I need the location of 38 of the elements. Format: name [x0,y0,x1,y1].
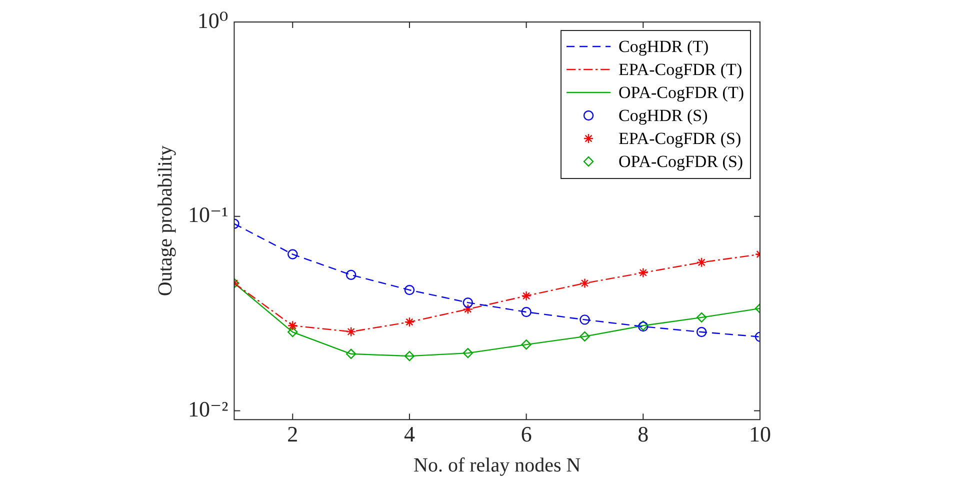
point [404,350,415,362]
y-tick-label: 10⁻² [188,396,229,422]
point [346,326,356,337]
point [404,316,415,328]
point [462,304,473,314]
point [462,297,473,308]
legend-label: OPA-CogFDR (S) [618,152,744,171]
point [404,284,415,296]
x-tick-label: 4 [404,422,415,447]
point [696,312,707,323]
legend-label: CogHDR (T) [618,36,709,56]
legend-label: CogHDR (S) [618,106,708,125]
point [288,320,298,331]
point [521,339,532,350]
legend-label: EPA-CogFDR (S) [618,128,742,148]
point [638,268,648,278]
x-tick-label: 10 [749,422,771,447]
y-tick-label: 10⁻¹ [188,202,228,228]
y-axis-title: Outage probability [154,146,176,296]
point [346,348,356,360]
point [580,314,590,325]
x-tick-label: 2 [287,422,298,447]
legend-label: EPA-CogFDR (T) [618,60,742,79]
x-tick-label: 8 [638,422,649,447]
point [288,249,298,260]
point [462,348,473,358]
point [580,331,590,342]
y-tick-label: 10⁰ [197,8,228,33]
point [521,290,532,301]
point [288,326,298,338]
point [346,270,356,280]
point [521,306,532,318]
legend-label: OPA-CogFDR (T) [618,82,744,102]
point [696,326,707,338]
x-axis-title: No. of relay nodes N [414,454,581,476]
point [580,278,590,288]
x-tick-label: 6 [520,422,532,447]
point [696,257,707,268]
